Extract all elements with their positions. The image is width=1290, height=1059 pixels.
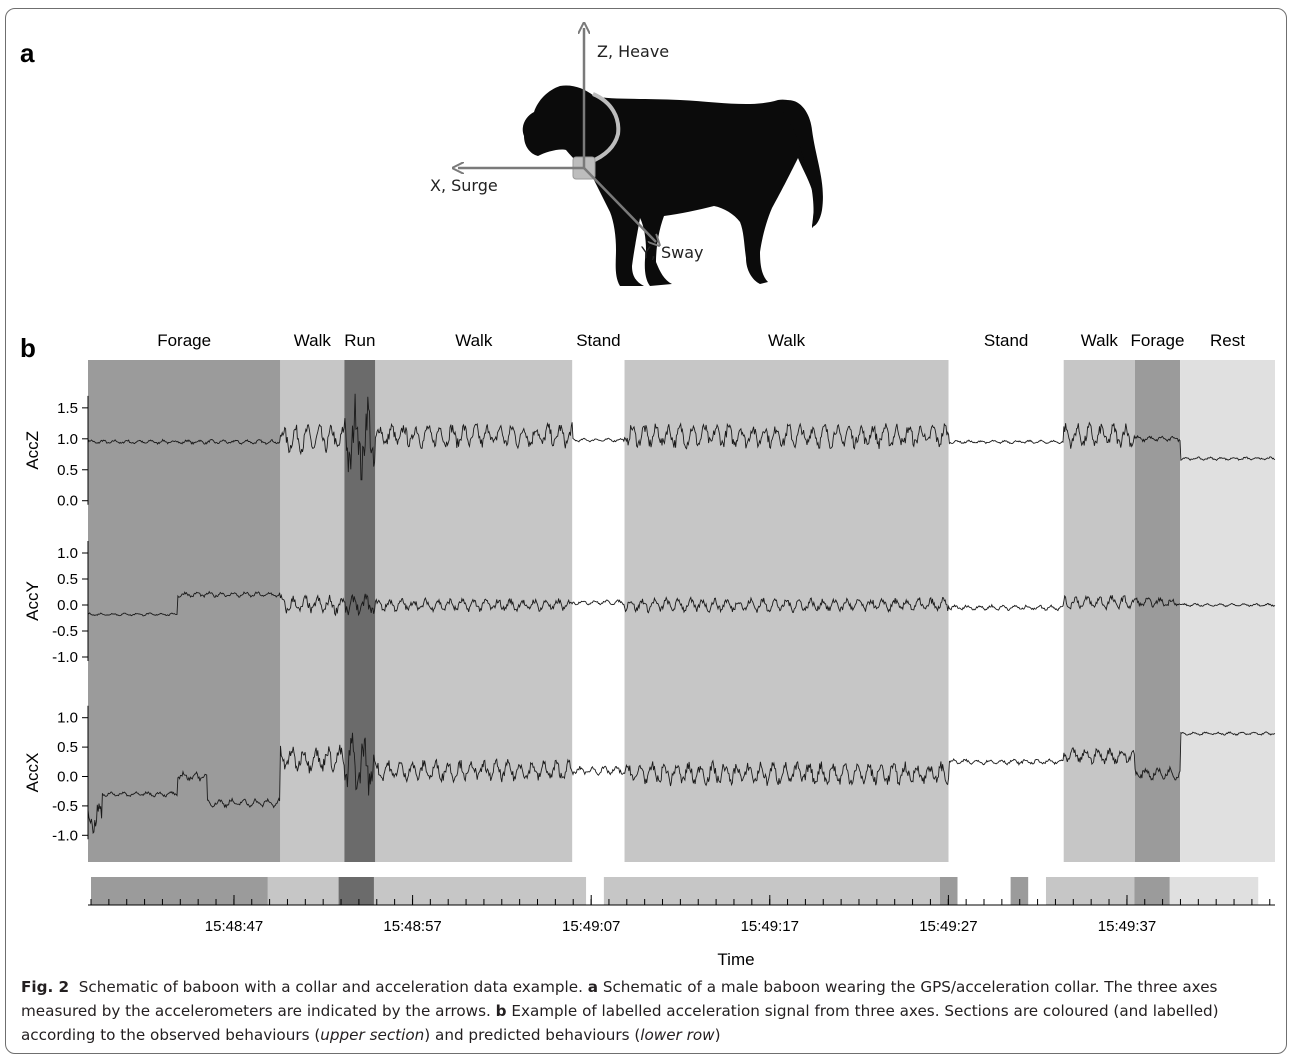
acceleration-series bbox=[87, 393, 1276, 835]
predicted-band bbox=[1028, 877, 1046, 905]
x-tick-label: 15:48:57 bbox=[383, 918, 441, 935]
x-tick-label: 15:49:07 bbox=[562, 918, 620, 935]
caption-upper: upper section bbox=[320, 1026, 425, 1044]
series-name-accx: AccX bbox=[23, 753, 42, 793]
baboon-silhouette-icon bbox=[522, 85, 823, 287]
y-axis-arrow bbox=[583, 167, 656, 242]
series-line-accy bbox=[87, 590, 1276, 617]
caption-a-label: a bbox=[587, 978, 598, 996]
observed-label-run: Run bbox=[344, 331, 375, 350]
predicted-band bbox=[1045, 877, 1135, 905]
observed-band-rest bbox=[1180, 360, 1275, 862]
y-tick-label-accx: 0.0 bbox=[57, 769, 78, 786]
x-tick-label: 15:48:47 bbox=[205, 918, 263, 935]
observed-band-walk bbox=[624, 360, 949, 862]
series-name-accz: AccZ bbox=[23, 431, 42, 470]
observed-band-forage bbox=[1134, 360, 1181, 862]
y-tick-label-accz: 0.0 bbox=[57, 493, 78, 510]
predicted-band bbox=[1010, 877, 1029, 905]
caption-title: Schematic of baboon with a collar and ac… bbox=[78, 978, 583, 996]
time-axis: 15:48:47 15:48:57 15:49:07 15:49:17 15:49:27… bbox=[88, 895, 1275, 935]
observed-band-walk bbox=[375, 360, 573, 862]
y-tick-label-accz: 1.0 bbox=[57, 431, 78, 448]
caption-fig-label: Fig. 2 bbox=[21, 978, 70, 996]
y-tick-label-accx: 1.0 bbox=[57, 710, 78, 727]
x-tick-label: 15:49:27 bbox=[919, 918, 977, 935]
panel-a: a Z, Heave X, Surge Y, Sway bbox=[0, 0, 1290, 300]
y-tick-label-accx: -0.5 bbox=[52, 798, 78, 815]
y-tick-label-accy: -0.5 bbox=[52, 623, 78, 640]
observed-behaviour-labels: Forage Walk Run Walk Stand Walk Stand Walk Forag… bbox=[157, 331, 1245, 350]
caption-b-label: b bbox=[495, 1002, 507, 1020]
predicted-band bbox=[91, 877, 268, 905]
predicted-band bbox=[1169, 877, 1259, 905]
observed-label-forage: Forage bbox=[1131, 331, 1185, 350]
observed-label-walk: Walk bbox=[768, 331, 806, 350]
observed-label-walk: Walk bbox=[455, 331, 493, 350]
y-axis-label: Y, Sway bbox=[640, 243, 703, 262]
x-tick-label: 15:49:17 bbox=[741, 918, 799, 935]
predicted-band bbox=[603, 877, 940, 905]
observed-label-stand: Stand bbox=[984, 331, 1028, 350]
y-tick-label-accx: 0.5 bbox=[57, 739, 78, 756]
y-tick-label-accx: -1.0 bbox=[52, 827, 78, 844]
x-axis-label: X, Surge bbox=[430, 176, 498, 195]
predicted-band bbox=[586, 877, 604, 905]
series-name-accy: AccY bbox=[23, 581, 42, 621]
y-tick-label-accy: 1.0 bbox=[57, 545, 78, 562]
caption-mid: ) and predicted behaviours ( bbox=[424, 1026, 641, 1044]
observed-label-forage: Forage bbox=[157, 331, 211, 350]
panel-a-label: a bbox=[20, 38, 35, 68]
baboon-schematic: Z, Heave X, Surge Y, Sway bbox=[430, 0, 823, 287]
observed-label-walk: Walk bbox=[1081, 331, 1119, 350]
observed-label-walk: Walk bbox=[294, 331, 332, 350]
observed-label-stand: Stand bbox=[576, 331, 620, 350]
observed-band-stand bbox=[948, 360, 1064, 862]
y-axes: 1.5 1.0 0.5 0.0 AccZ 1.0 0.5 0.0 -0.5 -1.0 AccY 1.0… bbox=[23, 395, 89, 844]
observed-band-walk bbox=[280, 360, 345, 862]
collar-strap bbox=[589, 92, 621, 164]
figure-caption: Fig. 2 Schematic of baboon with a collar… bbox=[21, 975, 1271, 1047]
caption-end: ) bbox=[714, 1026, 721, 1044]
x-tick-label: 15:49:37 bbox=[1098, 918, 1156, 935]
predicted-band bbox=[338, 877, 374, 905]
predicted-behaviour-row bbox=[91, 877, 1259, 905]
z-axis-label: Z, Heave bbox=[597, 42, 669, 61]
observed-behaviour-bands bbox=[88, 360, 1275, 862]
predicted-band bbox=[939, 877, 958, 905]
acceleration-chart: Forage Walk Run Walk Stand Walk Stand Walk Forag… bbox=[23, 331, 1276, 969]
panel-b-label: b bbox=[20, 333, 36, 363]
y-tick-label-accy: 0.0 bbox=[57, 597, 78, 614]
observed-band-forage bbox=[88, 360, 281, 862]
predicted-band bbox=[373, 877, 587, 905]
x-axis-title: Time bbox=[717, 950, 754, 969]
series-line-accx bbox=[87, 731, 1276, 835]
y-tick-label-accz: 0.5 bbox=[57, 462, 78, 479]
y-tick-label-accy: 0.5 bbox=[57, 571, 78, 588]
y-tick-label-accy: -1.0 bbox=[52, 649, 78, 666]
caption-lower: lower row bbox=[640, 1026, 715, 1044]
y-tick-label-accz: 1.5 bbox=[57, 400, 78, 417]
predicted-band bbox=[1134, 877, 1170, 905]
predicted-band bbox=[267, 877, 339, 905]
series-line-accz bbox=[87, 393, 1276, 481]
caption-a-text: Schematic of a male baboon wearing the G… bbox=[21, 978, 1218, 1020]
observed-band-walk bbox=[1063, 360, 1135, 862]
observed-label-rest: Rest bbox=[1210, 331, 1245, 350]
caption-b-text: Example of labelled acceleration signal … bbox=[21, 1002, 1219, 1044]
observed-band-stand bbox=[572, 360, 625, 862]
